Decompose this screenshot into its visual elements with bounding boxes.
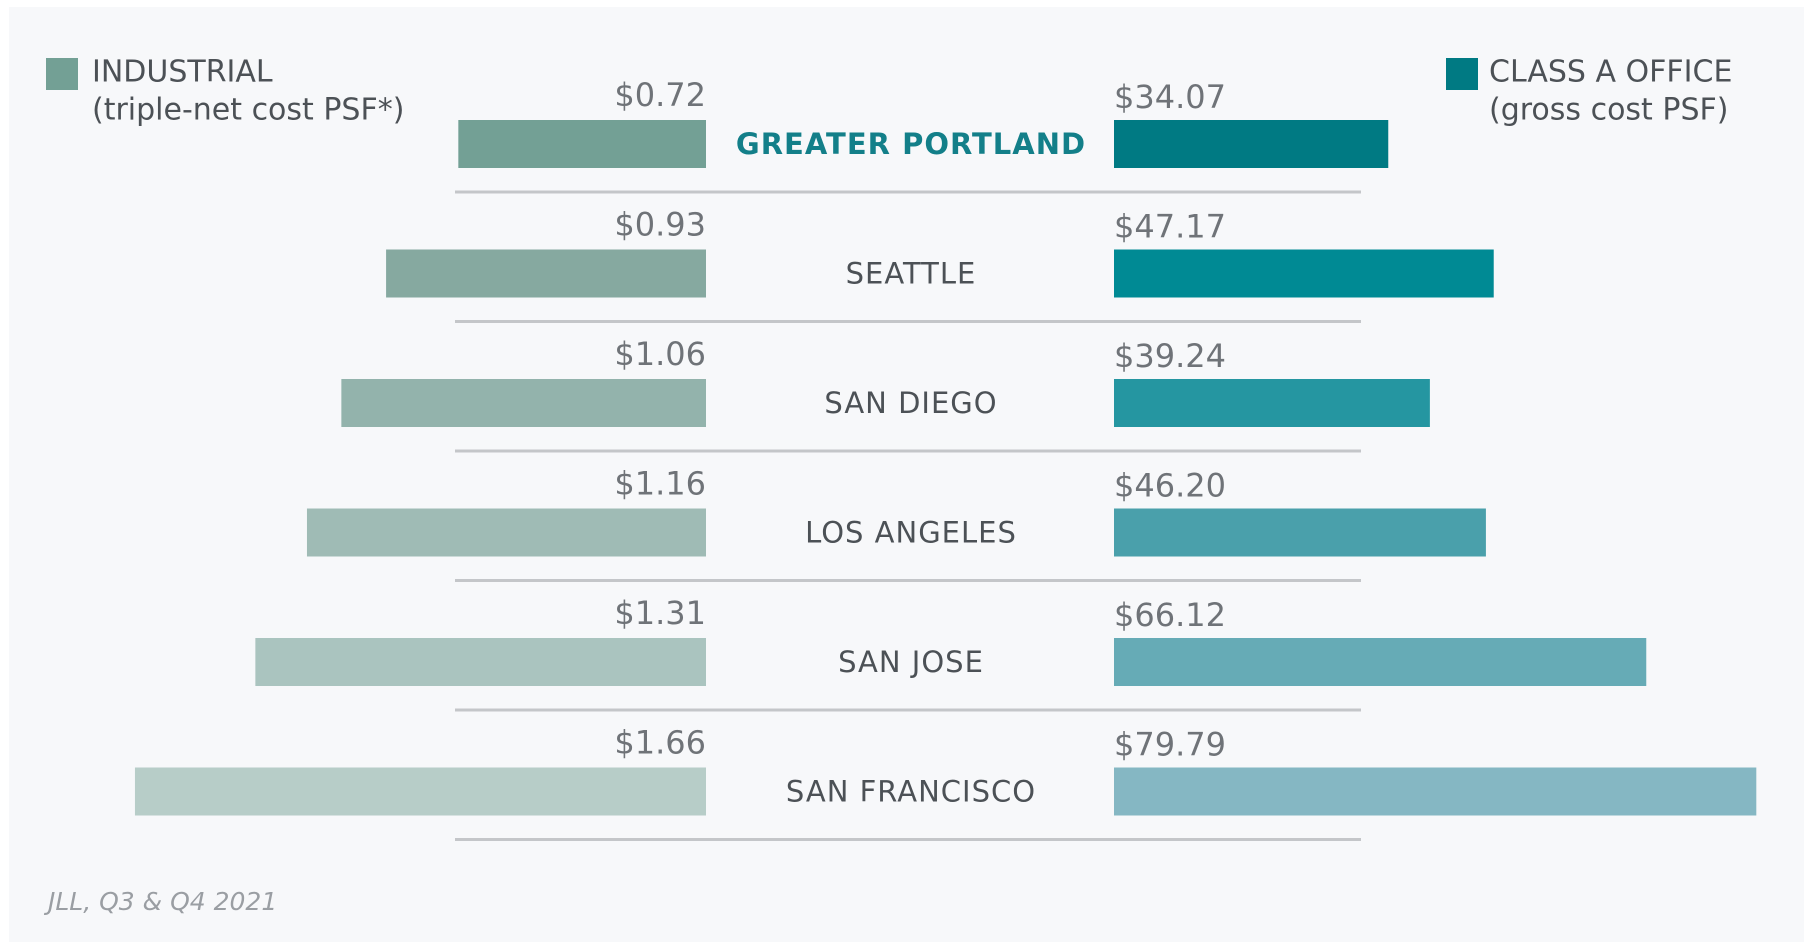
bar xyxy=(341,379,706,427)
bar xyxy=(1114,767,1757,816)
bar xyxy=(1114,249,1494,298)
value-label: $1.31 xyxy=(614,594,706,632)
bar xyxy=(458,120,706,168)
category-label: SEATTLE xyxy=(846,257,977,291)
value-label: $39.24 xyxy=(1114,337,1226,375)
value-label: $34.07 xyxy=(1114,78,1226,116)
value-label: $47.17 xyxy=(1114,208,1226,246)
bar xyxy=(1114,379,1430,427)
bar xyxy=(1114,508,1486,557)
bar xyxy=(1114,120,1389,168)
bar xyxy=(1114,638,1647,686)
legend-label: CLASS A OFFICE xyxy=(1489,55,1732,90)
value-label: $1.06 xyxy=(614,335,706,373)
value-label: $0.72 xyxy=(614,76,706,114)
bar xyxy=(255,638,707,686)
source: JLL, Q3 & Q4 2021 xyxy=(43,887,277,916)
category-label: SAN JOSE xyxy=(838,645,984,679)
bar xyxy=(386,249,706,298)
value-label: $1.66 xyxy=(614,724,706,762)
category-label: SAN DIEGO xyxy=(824,386,997,420)
value-label: $46.20 xyxy=(1114,467,1226,505)
category-label: GREATER PORTLAND xyxy=(736,127,1086,161)
value-label: $66.12 xyxy=(1114,596,1226,634)
legend-note: (triple-net cost PSF*) xyxy=(92,93,404,128)
value-label: $79.79 xyxy=(1114,726,1226,764)
bar xyxy=(306,508,706,557)
value-label: $0.93 xyxy=(614,206,706,244)
legend-note: (gross cost PSF) xyxy=(1489,93,1728,128)
legend-label: INDUSTRIAL xyxy=(92,55,273,90)
legend-swatch xyxy=(1446,58,1478,90)
bar xyxy=(134,767,706,816)
category-label: SAN FRANCISCO xyxy=(786,775,1036,809)
value-label: $1.16 xyxy=(614,465,706,503)
category-label: LOS ANGELES xyxy=(805,516,1017,550)
legend-swatch xyxy=(46,58,78,90)
